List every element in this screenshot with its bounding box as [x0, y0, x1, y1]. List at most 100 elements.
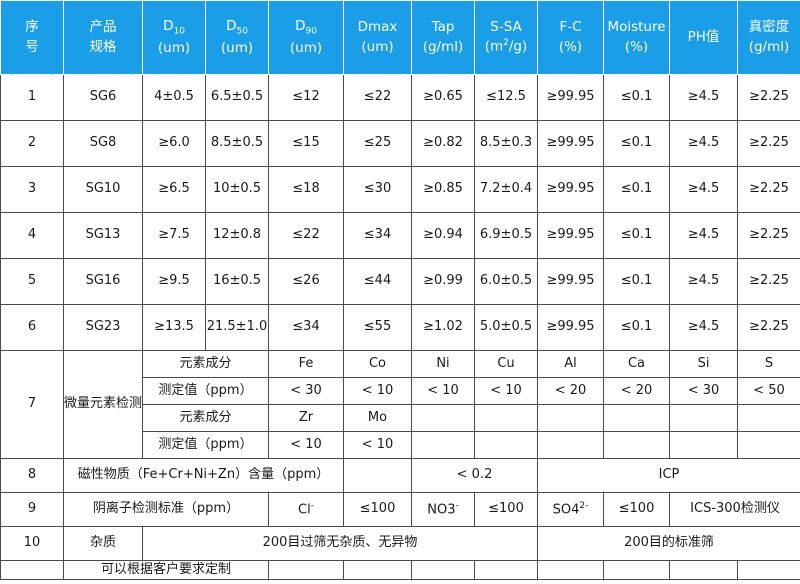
trace-value: < 30 [268, 377, 344, 405]
empty-cell [0, 560, 64, 580]
cell-dmax: ≤22 [343, 74, 412, 121]
trace-element: Al [537, 350, 604, 378]
table-row: 1 SG6 4±0.5 6.5±0.5 ≤12 ≤22 ≥0.65 ≤12.5 … [0, 74, 800, 121]
anion-no: 9 [0, 492, 64, 527]
cell-density: ≥2.25 [737, 166, 800, 213]
anion-label: 阴离子检测标准（ppm） [63, 492, 269, 527]
cell-fc: ≥99.95 [537, 304, 604, 351]
cell-d10: ≥7.5 [142, 212, 206, 259]
empty-cell [537, 404, 604, 432]
cell-d90: ≤12 [268, 74, 344, 121]
cell-d10: ≥9.5 [142, 258, 206, 305]
cell-ph: ≥4.5 [669, 212, 738, 259]
cell-fc: ≥99.95 [537, 212, 604, 259]
trace-value: < 10 [411, 377, 475, 405]
anion-row: 9 阴离子检测标准（ppm） Cl- ≤100 NO3- ≤100 SO42- … [0, 492, 800, 527]
cell-no: 1 [0, 74, 64, 121]
trace-element: Si [669, 350, 738, 378]
empty-cell [474, 560, 538, 580]
cell-d90: ≤26 [268, 258, 344, 305]
cell-d90: ≤34 [268, 304, 344, 351]
trace-element: Cu [474, 350, 538, 378]
empty-cell [603, 560, 670, 580]
trace-values-row-1: 测定值（ppm） < 30 < 10 < 10 < 10 < 20 < 20 <… [1, 377, 800, 405]
cell-ssa: 6.9±0.5 [474, 212, 538, 259]
trace-value: < 50 [737, 377, 800, 405]
cell-density: ≥2.25 [737, 258, 800, 305]
anion-method: ICS-300检测仪 [669, 492, 800, 527]
cell-moisture: ≤0.1 [603, 258, 670, 305]
anion-cl: Cl- [268, 492, 344, 527]
cell-tap: ≥0.94 [411, 212, 475, 259]
magnetic-value: < 0.2 [411, 458, 538, 493]
magnetic-no: 8 [0, 458, 64, 493]
empty-cell [474, 431, 538, 459]
anion-no3-value: ≤100 [474, 492, 538, 527]
cell-tap: ≥1.02 [411, 304, 475, 351]
cell-density: ≥2.25 [737, 120, 800, 167]
cell-fc: ≥99.95 [537, 120, 604, 167]
cell-d50: 12±0.8 [205, 212, 269, 259]
cell-fc: ≥99.95 [537, 166, 604, 213]
cell-dmax: ≤25 [343, 120, 412, 167]
cell-ssa: 8.5±0.3 [474, 120, 538, 167]
empty-cell [669, 560, 738, 580]
cell-tap: ≥0.85 [411, 166, 475, 213]
cell-tap: ≥0.82 [411, 120, 475, 167]
table-row: 3 SG10 ≥6.5 10±0.5 ≤18 ≤30 ≥0.85 7.2±0.4… [0, 166, 800, 213]
empty-cell [411, 404, 475, 432]
trace-element: Ca [603, 350, 670, 378]
header-moisture: Moisture (%) [603, 0, 670, 75]
cell-d10: ≥6.0 [142, 120, 206, 167]
cell-d50: 6.5±0.5 [205, 74, 269, 121]
header-density: 真密度 (g/ml) [737, 0, 800, 75]
cell-no: 3 [0, 166, 64, 213]
cell-moisture: ≤0.1 [603, 74, 670, 121]
trace-element: Fe [268, 350, 344, 378]
header-tap: Tap (g/ml) [411, 0, 475, 75]
cell-product: SG16 [63, 258, 143, 305]
cell-dmax: ≤44 [343, 258, 412, 305]
trace-value: < 30 [669, 377, 738, 405]
empty-cell [603, 431, 670, 459]
header-ssa: S-SA (m2/g) [474, 0, 538, 75]
cell-ssa: ≤12.5 [474, 74, 538, 121]
header-no: 序号 [0, 0, 64, 75]
cell-dmax: ≤55 [343, 304, 412, 351]
trace-value-label: 测定值（ppm） [142, 377, 269, 405]
impurity-row: 10 杂质 200目过筛无杂质、无异物 200目的标准筛 [0, 526, 800, 561]
cell-d90: ≤22 [268, 212, 344, 259]
anion-so4: SO42- [537, 492, 604, 527]
trace-value: < 10 [343, 431, 412, 459]
anion-cl-value: ≤100 [343, 492, 412, 527]
cell-dmax: ≤34 [343, 212, 412, 259]
empty-cell [343, 560, 412, 580]
header-row: 序号 产品 规格 D10 (um) D50 (um) D90 (um) Dmax (um)… [0, 0, 800, 75]
header-product: 产品 规格 [63, 0, 143, 75]
cell-moisture: ≤0.1 [603, 166, 670, 213]
table-row: 6 SG23 ≥13.5 21.5±1.0 ≤34 ≤55 ≥1.02 5.0±… [0, 304, 800, 351]
cell-ssa: 6.0±0.5 [474, 258, 538, 305]
trace-value: < 10 [474, 377, 538, 405]
note-row: 可以根据客户要求定制 [0, 560, 800, 580]
empty-cell [669, 404, 738, 432]
cell-d10: 4±0.5 [142, 74, 206, 121]
trace-element-label: 元素成分 [142, 350, 269, 378]
header-ph: PH值 [669, 0, 738, 75]
cell-product: SG10 [63, 166, 143, 213]
cell-d50: 10±0.5 [205, 166, 269, 213]
trace-element: Ni [411, 350, 475, 378]
cell-ph: ≥4.5 [669, 258, 738, 305]
cell-density: ≥2.25 [737, 74, 800, 121]
empty-cell [737, 431, 800, 459]
cell-moisture: ≤0.1 [603, 212, 670, 259]
header-d90: D90 (um) [268, 0, 344, 75]
empty-cell [411, 560, 475, 580]
cell-d10: ≥6.5 [142, 166, 206, 213]
empty-cell [474, 404, 538, 432]
cell-ssa: 5.0±0.5 [474, 304, 538, 351]
empty-cell [537, 431, 604, 459]
cell-no: 6 [0, 304, 64, 351]
impurity-method: 200目的标准筛 [537, 526, 800, 561]
